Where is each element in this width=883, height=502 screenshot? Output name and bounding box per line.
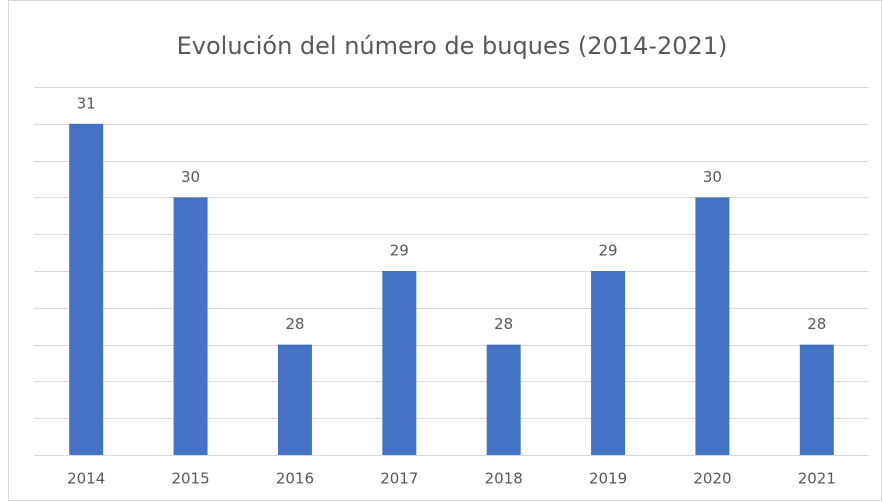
data-label: 30 [703,168,722,186]
bar [69,123,104,456]
data-label: 28 [494,315,513,333]
x-tick-label: 2021 [798,470,836,488]
x-tick-label: 2018 [485,470,523,488]
bar [591,271,626,455]
bar [799,344,834,455]
data-label: 29 [599,242,618,260]
bar [382,271,417,455]
x-tick-label: 2020 [693,470,731,488]
data-label: 28 [807,315,826,333]
bar [277,344,312,455]
x-tick-label: 2019 [589,470,627,488]
x-tick-label: 2014 [67,470,105,488]
x-tick-label: 2017 [380,470,418,488]
x-tick-label: 2016 [276,470,314,488]
x-tick-label: 2015 [171,470,209,488]
bar [695,197,730,455]
bar [486,344,521,455]
data-label: 31 [77,94,96,112]
data-label: 29 [390,242,409,260]
chart-title: Evolución del número de buques (2014-202… [177,32,728,60]
bar [173,197,208,455]
data-label: 30 [181,168,200,186]
data-label: 28 [285,315,304,333]
chart-frame [8,0,882,501]
